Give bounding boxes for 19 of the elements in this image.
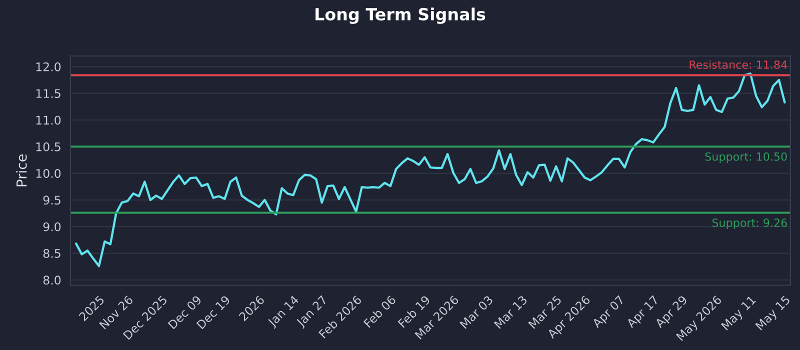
x-tick-label: Apr 07 — [591, 295, 626, 330]
ref-line-label: Resistance: 11.84 — [690, 60, 787, 69]
y-axis-title: Price — [16, 154, 27, 186]
y-tick-label: 9.0 — [43, 222, 61, 232]
y-tick-label: 9.5 — [43, 196, 60, 205]
y-tick-label: 11.5 — [36, 89, 60, 98]
x-tick-label: Mar 13 — [494, 295, 528, 329]
y-tick-label: 8.5 — [43, 248, 60, 258]
ref-line-label: Support: 10.50 — [705, 152, 787, 163]
y-tick-label: 12.0 — [36, 62, 61, 72]
y-tick-label: 8.0 — [43, 276, 61, 285]
chart-title: Long Term Signals — [316, 8, 486, 24]
y-tick-label: 10.0 — [36, 169, 61, 178]
line-series — [75, 72, 786, 268]
y-tick-label: 10.5 — [36, 142, 60, 152]
x-tick-label: Feb 06 — [363, 294, 396, 328]
ref-line-label: Support: 9.26 — [712, 218, 787, 230]
y-tick-label: 11.0 — [36, 116, 61, 125]
x-tick-label: Mar 03 — [459, 295, 494, 329]
